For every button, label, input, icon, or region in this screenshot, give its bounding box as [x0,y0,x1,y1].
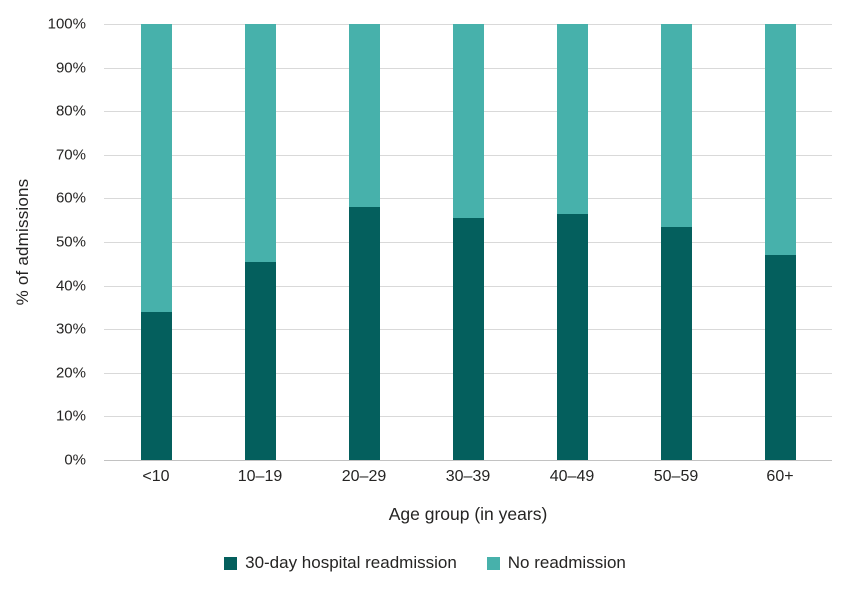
bar-slot [520,24,624,460]
stacked-bar [556,24,588,460]
y-tick-label: 50% [55,233,86,251]
y-tick-label: 60% [55,189,86,207]
y-tick-label: 90% [55,59,86,77]
bar-slot [312,24,416,460]
legend-swatch-readmission-icon [224,556,238,570]
y-axis-ticks: 0% 10% 20% 30% 40% 50% 60% 70% 80% 90% 100% [0,16,86,469]
y-tick-label: 100% [47,15,86,33]
bar-segment [764,24,796,256]
bar-slot [416,24,520,460]
y-tick-label: 0% [64,451,86,469]
bar-segment [764,255,796,460]
stacked-bar [764,24,796,460]
y-tick-label: 30% [55,320,86,338]
x-axis-title: Age group (in years) [388,504,548,524]
plot-area [104,24,832,461]
bar-segment [348,24,380,208]
bar-slot [208,24,312,460]
x-axis-line [104,460,832,461]
legend-label-readmission: 30-day hospital readmission [245,553,457,572]
bar-segment [660,24,692,227]
stacked-bar [244,24,276,460]
bar-segment [140,311,172,460]
x-tick-label: 60+ [766,468,794,485]
x-tick-label: <10 [142,468,170,485]
bar-segment [556,213,588,460]
legend-item-no-readmission: No readmission [486,553,626,573]
bar-slot [104,24,208,460]
y-tick-label: 70% [55,146,86,164]
x-tick-label: 10–19 [237,468,283,485]
bar-segment [556,24,588,214]
x-tick-label: 20–29 [341,468,387,485]
bar-segment [452,24,484,219]
x-tick-label: 30–39 [445,468,491,485]
x-tick-label: 50–59 [653,468,699,485]
stacked-bar [452,24,484,460]
y-tick-label: 80% [55,102,86,120]
bar-segment [348,207,380,460]
legend-swatch-no-readmission-icon [486,556,500,570]
x-tick-label: 40–49 [549,468,595,485]
bar-segment [244,261,276,460]
stacked-bar [348,24,380,460]
y-tick-label: 40% [55,277,86,295]
bar-slot [624,24,728,460]
legend: 30-day hospital readmission No readmissi… [0,553,850,573]
stacked-bar [660,24,692,460]
bar-segment [452,218,484,460]
y-tick-label: 20% [55,364,86,382]
bar-slot [728,24,832,460]
legend-label-no-readmission: No readmission [507,553,626,572]
bars [104,24,832,460]
y-tick-label: 10% [55,407,86,425]
legend-item-readmission: 30-day hospital readmission [224,553,457,573]
stacked-bar [140,24,172,460]
x-axis-ticks: <10 10–19 20–29 30–39 40–49 50–59 60+ [104,468,832,486]
bar-segment [140,24,172,312]
bar-segment [660,226,692,460]
bar-segment [244,24,276,262]
